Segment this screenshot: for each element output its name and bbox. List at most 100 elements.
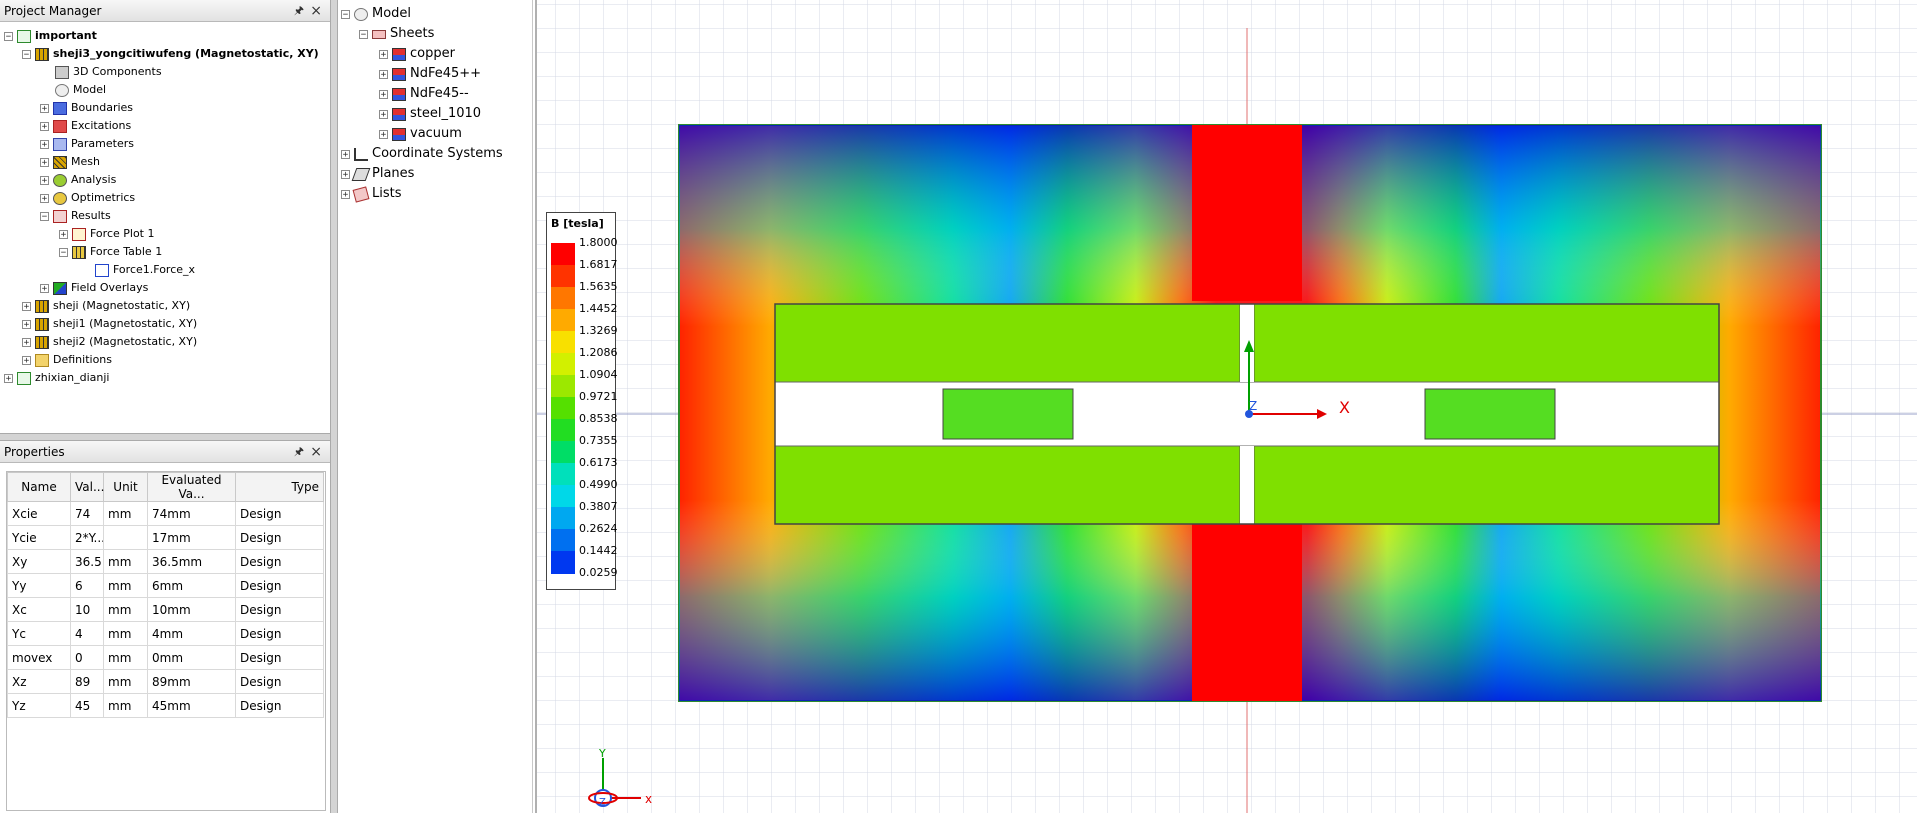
expand-icon[interactable]: +	[40, 283, 49, 294]
tree-item-excitations[interactable]: + Excitations	[40, 117, 131, 135]
tree-item-design[interactable]: − sheji3_yongcitiwufeng (Magnetostatic, …	[22, 45, 319, 63]
property-name[interactable]: Yy	[7, 573, 71, 598]
property-row[interactable]: Yy 6 mm 6mm Design	[7, 573, 324, 598]
expand-icon[interactable]: +	[40, 193, 49, 204]
magnet-bottom-right[interactable]	[1253, 445, 1720, 525]
tree-item-sheji1[interactable]: + sheji1 (Magnetostatic, XY)	[22, 315, 197, 333]
property-type[interactable]: Design	[235, 549, 324, 574]
property-unit[interactable]: mm	[103, 573, 148, 598]
model-tree-item-ndfe45-pos[interactable]: + NdFe45++	[379, 64, 481, 84]
panel-splitter-horizontal[interactable]	[0, 433, 330, 441]
property-type[interactable]: Design	[235, 525, 324, 550]
property-name[interactable]: Xc	[7, 597, 71, 622]
pin-icon[interactable]: 🖈	[293, 4, 304, 17]
expand-icon[interactable]: +	[59, 229, 68, 240]
expand-icon[interactable]: +	[341, 169, 350, 180]
model-tree-item-copper[interactable]: + copper	[379, 44, 455, 64]
property-unit[interactable]: mm	[103, 621, 148, 646]
expand-icon[interactable]: +	[40, 157, 49, 168]
column-header-type[interactable]: Type	[235, 472, 324, 502]
tree-item-force-x[interactable]: Force1.Force_x	[95, 261, 195, 279]
expand-icon[interactable]: +	[379, 89, 388, 100]
expand-icon[interactable]: +	[22, 355, 31, 366]
tree-item-sheji2[interactable]: + sheji2 (Magnetostatic, XY)	[22, 333, 197, 351]
tree-item-boundaries[interactable]: + Boundaries	[40, 99, 133, 117]
tree-item-3d-components[interactable]: 3D Components	[55, 63, 162, 81]
property-value[interactable]: 0	[70, 645, 104, 670]
triad-rotation-ring[interactable]	[588, 792, 618, 804]
panel-splitter-vertical[interactable]	[330, 0, 338, 813]
column-header-unit[interactable]: Unit	[103, 472, 148, 502]
expand-icon[interactable]: +	[341, 189, 350, 200]
tree-item-force-table[interactable]: − Force Table 1	[59, 243, 162, 261]
tree-item-sheji[interactable]: + sheji (Magnetostatic, XY)	[22, 297, 190, 315]
property-name[interactable]: Xz	[7, 669, 71, 694]
property-evaluated[interactable]: 36.5mm	[147, 549, 236, 574]
tree-item-definitions[interactable]: + Definitions	[22, 351, 112, 369]
expand-icon[interactable]: +	[379, 69, 388, 80]
tree-item-results[interactable]: − Results	[40, 207, 111, 225]
property-evaluated[interactable]: 4mm	[147, 621, 236, 646]
column-header-value[interactable]: Val...	[70, 472, 104, 502]
property-row[interactable]: Yz 45 mm 45mm Design	[7, 693, 324, 718]
property-value[interactable]: 89	[70, 669, 104, 694]
collapse-icon[interactable]: −	[359, 29, 368, 40]
property-name[interactable]: Yc	[7, 621, 71, 646]
coil-left[interactable]	[942, 388, 1074, 440]
magnet-bottom-left[interactable]	[774, 445, 1241, 525]
collapse-icon[interactable]: −	[40, 211, 49, 222]
modeler-viewport[interactable]: X Z Y x Z B [tesla] 1.8000 1.6817 1.5635 1.…	[535, 0, 1917, 813]
property-row[interactable]: Xz 89 mm 89mm Design	[7, 669, 324, 694]
collapse-icon[interactable]: −	[4, 31, 13, 42]
tree-item-optimetrics[interactable]: + Optimetrics	[40, 189, 135, 207]
property-evaluated[interactable]: 6mm	[147, 573, 236, 598]
property-value[interactable]: 10	[70, 597, 104, 622]
expand-icon[interactable]: +	[379, 109, 388, 120]
tree-item-field-overlays[interactable]: + Field Overlays	[40, 279, 148, 297]
expand-icon[interactable]: +	[40, 139, 49, 150]
model-tree-item-model[interactable]: − Model	[341, 4, 411, 24]
property-row[interactable]: Ycie 2*Y... 17mm Design	[7, 525, 324, 550]
model-tree-item-ndfe45-neg[interactable]: + NdFe45--	[379, 84, 469, 104]
property-name[interactable]: movex	[7, 645, 71, 670]
property-evaluated[interactable]: 89mm	[147, 669, 236, 694]
model-tree-item-planes[interactable]: + Planes	[341, 164, 414, 184]
property-unit[interactable]: mm	[103, 693, 148, 718]
property-unit[interactable]	[103, 525, 148, 550]
property-value[interactable]: 2*Y...	[70, 525, 104, 550]
model-tree-item-vacuum[interactable]: + vacuum	[379, 124, 462, 144]
tree-item-important[interactable]: − important	[4, 27, 97, 45]
expand-icon[interactable]: +	[40, 175, 49, 186]
property-type[interactable]: Design	[235, 693, 324, 718]
property-evaluated[interactable]: 45mm	[147, 693, 236, 718]
expand-icon[interactable]: +	[40, 103, 49, 114]
coil-right[interactable]	[1424, 388, 1556, 440]
property-row[interactable]: Xcie 74 mm 74mm Design	[7, 501, 324, 526]
model-tree-item-steel[interactable]: + steel_1010	[379, 104, 481, 124]
collapse-icon[interactable]: −	[341, 9, 350, 20]
property-value[interactable]: 74	[70, 501, 104, 526]
pin-icon[interactable]: 🖈	[293, 445, 304, 458]
property-evaluated[interactable]: 74mm	[147, 501, 236, 526]
property-value[interactable]: 4	[70, 621, 104, 646]
property-unit[interactable]: mm	[103, 645, 148, 670]
expand-icon[interactable]: +	[22, 337, 31, 348]
property-type[interactable]: Design	[235, 669, 324, 694]
model-tree-item-coordinate-systems[interactable]: + Coordinate Systems	[341, 144, 503, 164]
property-value[interactable]: 36.5	[70, 549, 104, 574]
tree-item-parameters[interactable]: + Parameters	[40, 135, 134, 153]
property-type[interactable]: Design	[235, 621, 324, 646]
property-evaluated[interactable]: 10mm	[147, 597, 236, 622]
model-tree-item-lists[interactable]: + Lists	[341, 184, 402, 204]
column-header-name[interactable]: Name	[7, 472, 71, 502]
close-icon[interactable]: ×	[310, 3, 322, 19]
collapse-icon[interactable]: −	[59, 247, 68, 258]
property-value[interactable]: 6	[70, 573, 104, 598]
collapse-icon[interactable]: −	[22, 49, 31, 60]
property-row[interactable]: Xc 10 mm 10mm Design	[7, 597, 324, 622]
expand-icon[interactable]: +	[341, 149, 350, 160]
expand-icon[interactable]: +	[379, 49, 388, 60]
tree-item-zhixian-dianji[interactable]: + zhixian_dianji	[4, 369, 109, 387]
expand-icon[interactable]: +	[22, 319, 31, 330]
property-name[interactable]: Xcie	[7, 501, 71, 526]
